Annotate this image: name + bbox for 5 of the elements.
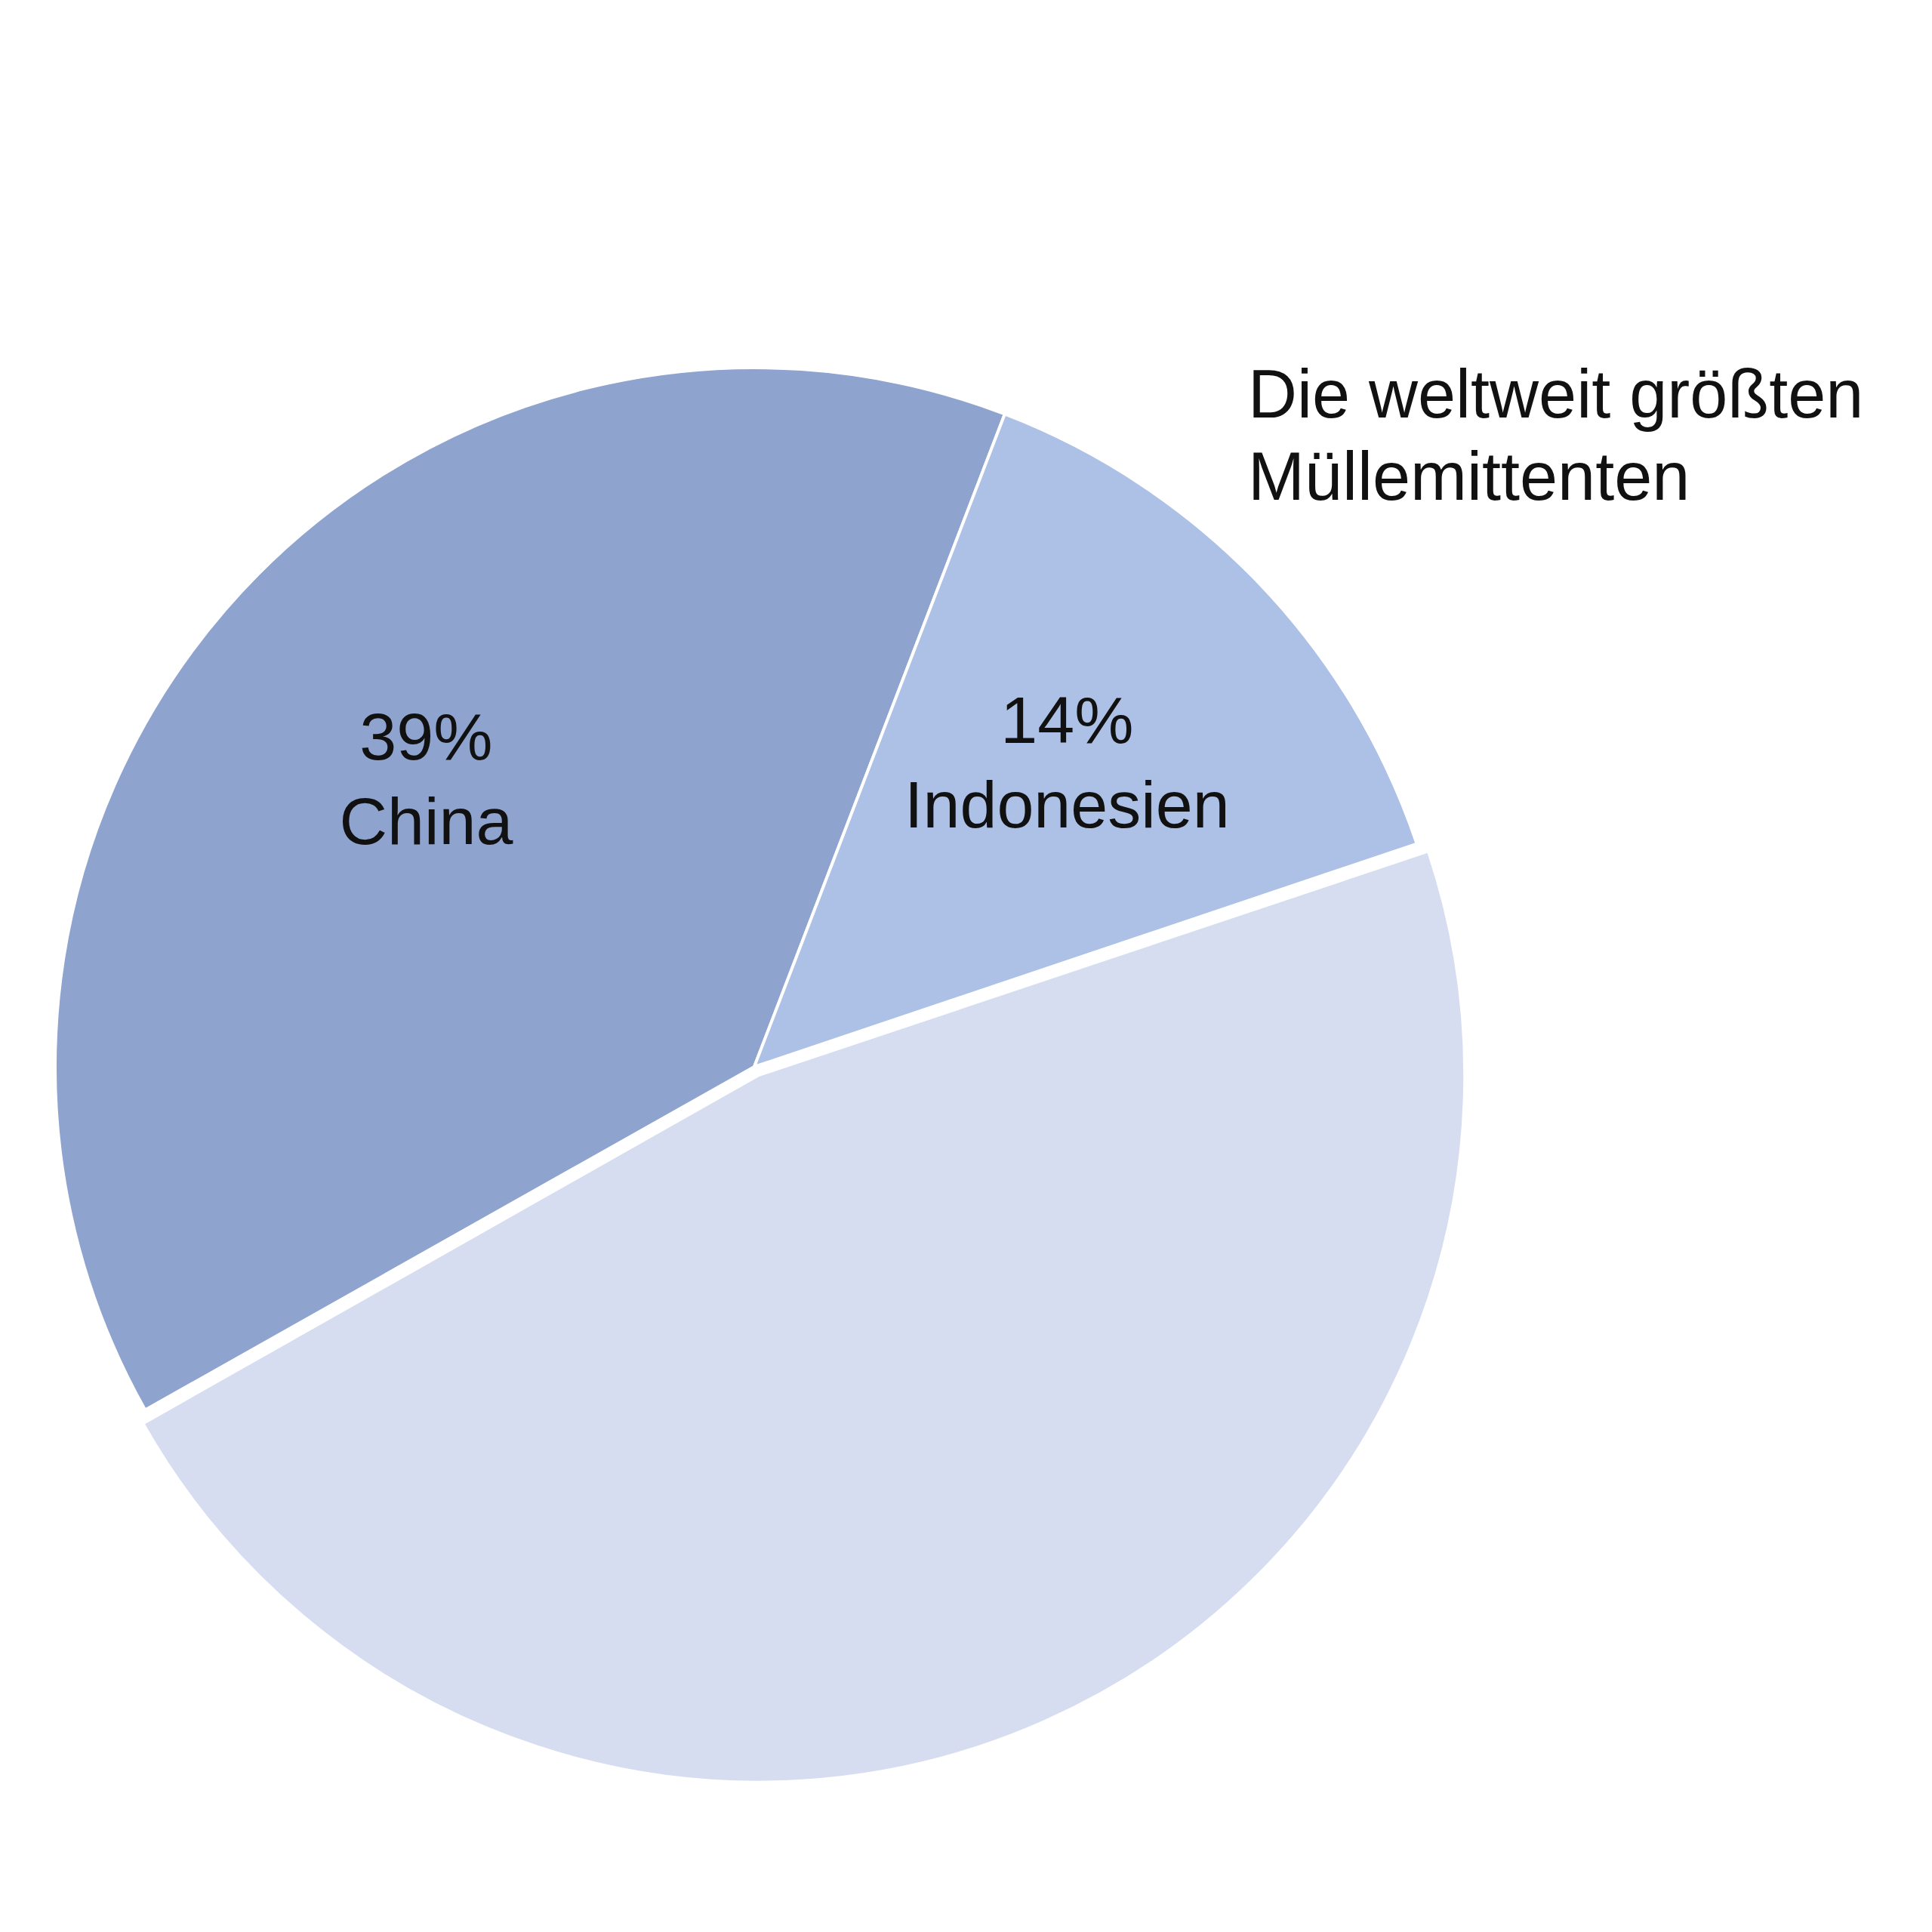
slice-label: China: [339, 784, 513, 859]
slice-label: Indonesien: [904, 766, 1230, 842]
chart-title: Die weltweit größten Müllemittenten: [1248, 356, 1865, 516]
data-label: 14%: [1000, 682, 1134, 757]
data-label: 39%: [359, 699, 493, 775]
